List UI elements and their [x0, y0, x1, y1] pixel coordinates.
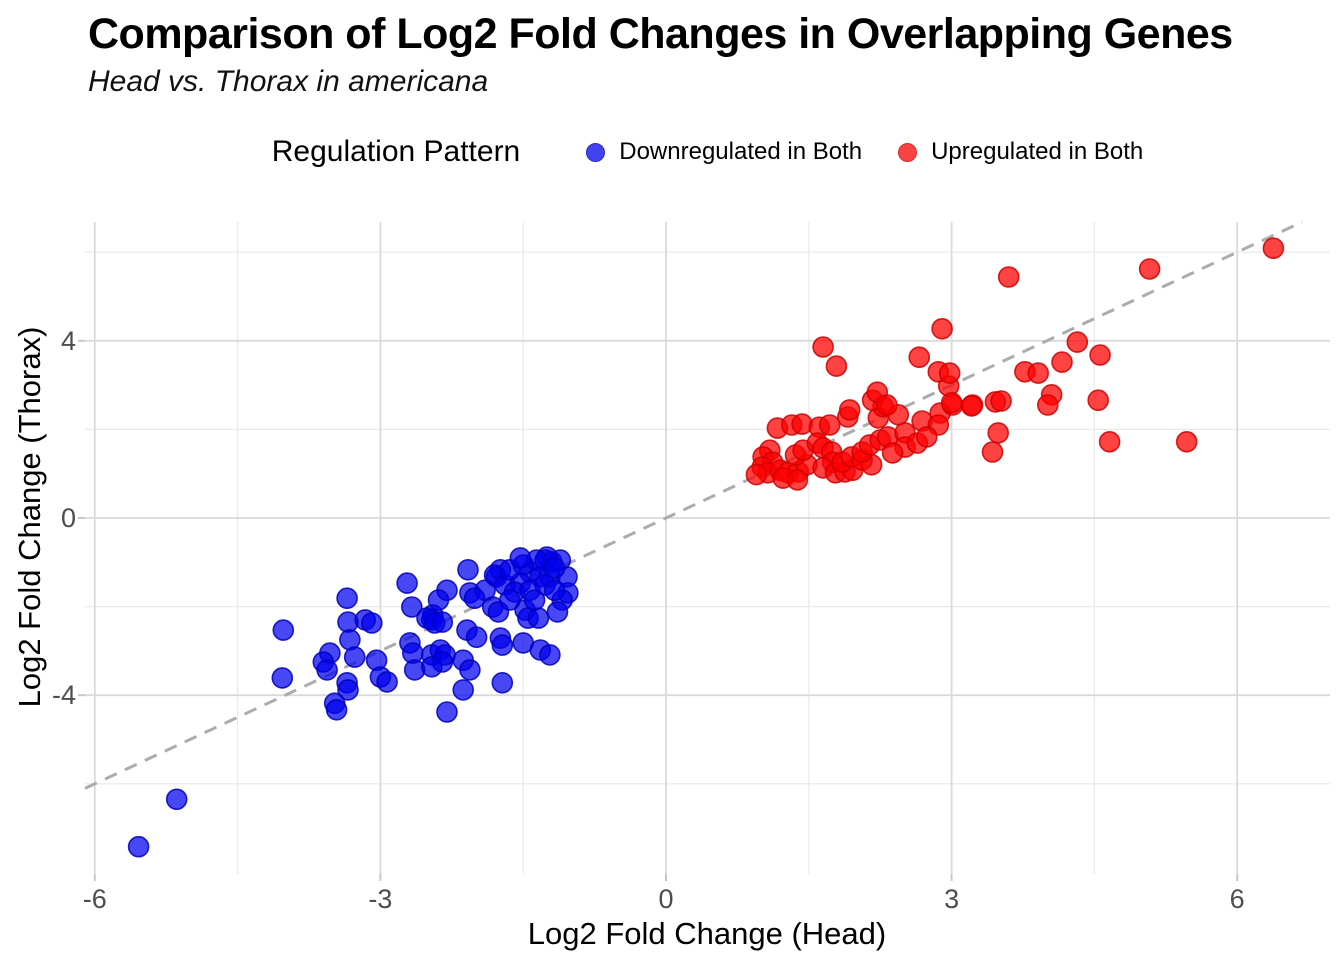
data-point-upregulated	[960, 395, 983, 417]
data-point-downregulated	[420, 655, 443, 678]
legend: Regulation Pattern Downregulated in Both…	[85, 126, 1330, 178]
data-point-downregulated	[499, 589, 521, 611]
data-point-upregulated	[825, 355, 848, 377]
x-tick-label: -6	[83, 884, 107, 914]
data-point-upregulated	[881, 442, 904, 464]
data-point-downregulated	[546, 601, 569, 623]
data-point-downregulated	[343, 646, 366, 668]
data-point-downregulated	[360, 612, 383, 634]
data-point-upregulated	[908, 346, 931, 369]
identity-reference-line	[84, 220, 1303, 790]
legend-title: Regulation Pattern	[271, 135, 521, 168]
data-point-downregulated	[491, 671, 514, 694]
series-upregulated	[745, 237, 1285, 491]
grid-minor-lines	[85, 222, 1330, 874]
data-point-upregulated	[1037, 394, 1059, 416]
data-point-downregulated	[543, 557, 566, 579]
data-point-downregulated	[376, 671, 398, 693]
data-point-upregulated	[838, 399, 861, 421]
legend-item-downregulated: Downregulated in Both	[586, 138, 862, 166]
data-point-upregulated	[1051, 351, 1073, 373]
data-point-upregulated	[1098, 430, 1121, 453]
data-point-upregulated	[1027, 362, 1049, 384]
data-point-upregulated	[990, 390, 1012, 412]
data-point-downregulated	[337, 679, 359, 701]
data-point-upregulated	[1175, 430, 1198, 453]
data-point-downregulated	[316, 659, 338, 681]
data-point-downregulated	[523, 589, 546, 611]
data-point-upregulated	[876, 394, 898, 416]
data-point-upregulated	[938, 362, 961, 384]
data-point-upregulated	[1262, 237, 1285, 259]
data-point-downregulated	[396, 572, 418, 594]
data-point-downregulated	[431, 611, 454, 633]
chart-title: Comparison of Log2 Fold Changes in Overl…	[88, 10, 1233, 58]
data-point-upregulated	[931, 317, 953, 340]
data-point-downregulated	[491, 634, 514, 656]
x-tick-label: 6	[1230, 884, 1245, 914]
data-point-upregulated	[981, 441, 1004, 463]
data-point-downregulated	[463, 587, 486, 610]
data-point-downregulated	[452, 679, 475, 701]
data-point-upregulated	[745, 463, 768, 486]
data-point-upregulated	[915, 426, 938, 448]
x-tick-label: 3	[944, 884, 959, 914]
data-point-downregulated	[436, 701, 458, 723]
axis-ticks	[78, 339, 1239, 881]
grid-major-lines	[85, 222, 1330, 874]
axis-tick-labels: -6 -3 0 3 6 -4 0 4	[52, 326, 1245, 914]
data-point-downregulated	[271, 667, 294, 689]
data-point-upregulated	[997, 266, 1020, 288]
data-point-downregulated	[325, 698, 348, 721]
data-point-downregulated	[272, 619, 295, 641]
x-tick-label: -3	[368, 884, 392, 914]
legend-dot-blue-icon	[586, 142, 606, 162]
series-downregulated	[127, 546, 579, 858]
legend-dot-red-icon	[898, 142, 918, 162]
data-point-upregulated	[940, 391, 963, 414]
x-axis-title: Log2 Fold Change (Head)	[528, 916, 886, 951]
chart-subtitle: Head vs. Thorax in americana	[88, 65, 489, 98]
data-point-downregulated	[127, 835, 150, 858]
data-point-upregulated	[1087, 389, 1109, 412]
data-point-upregulated	[812, 336, 834, 358]
data-point-downregulated	[543, 579, 566, 602]
data-point-downregulated	[457, 558, 479, 581]
y-tick-label: 0	[61, 503, 76, 533]
data-point-downregulated	[400, 596, 423, 618]
x-tick-label: 0	[658, 884, 673, 914]
data-point-downregulated	[527, 607, 550, 629]
legend-label-downregulated: Downregulated in Both	[619, 138, 863, 165]
data-point-downregulated	[336, 587, 358, 610]
data-point-upregulated	[1138, 258, 1161, 280]
y-tick-label: 4	[61, 326, 76, 356]
y-tick-label: -4	[52, 680, 76, 710]
data-point-downregulated	[539, 644, 561, 666]
data-point-downregulated	[165, 788, 188, 811]
data-point-upregulated	[818, 414, 841, 436]
data-point-upregulated	[987, 422, 1010, 444]
data-point-downregulated	[459, 659, 481, 681]
data-point-downregulated	[509, 547, 532, 569]
dashed-line	[84, 220, 1303, 790]
legend-label-upregulated: Upregulated in Both	[931, 138, 1144, 165]
legend-item-upregulated: Upregulated in Both	[898, 138, 1143, 166]
data-point-upregulated	[1066, 331, 1089, 353]
y-axis-title: Log2 Fold Change (Thorax)	[12, 327, 47, 708]
data-point-upregulated	[786, 469, 809, 491]
data-point-upregulated	[1089, 344, 1111, 366]
data-point-downregulated	[465, 626, 488, 649]
